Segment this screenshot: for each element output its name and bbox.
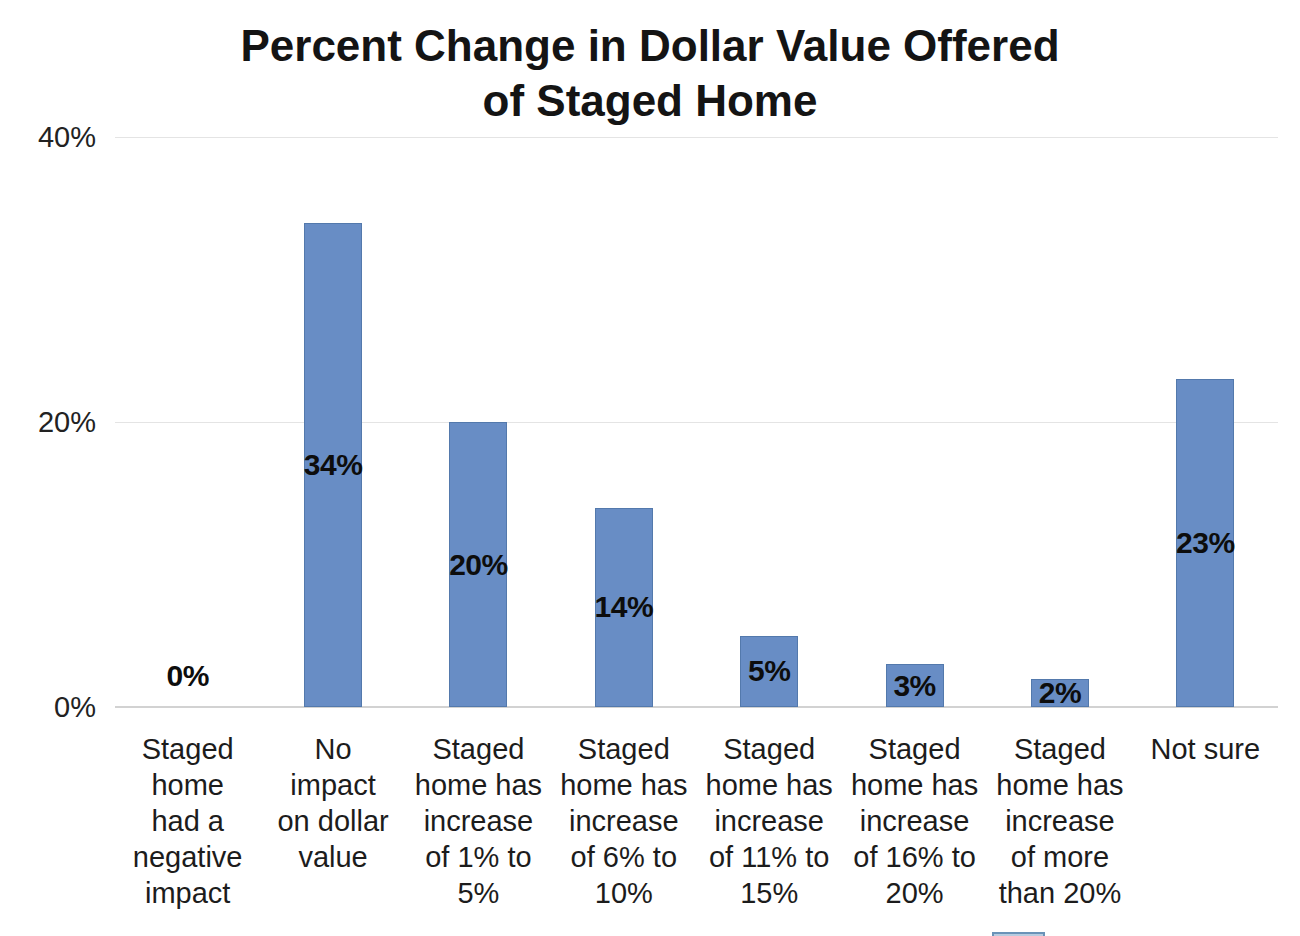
x-axis-label-line: home has: [415, 767, 542, 803]
chart-title-line2: of Staged Home: [0, 73, 1300, 128]
x-axis-category-label: Stagedhomehad anegativeimpact: [115, 731, 261, 911]
x-axis-label-line: had a: [151, 803, 224, 839]
x-axis-label-line: Not sure: [1151, 731, 1261, 767]
bar-value-label: 3%: [845, 669, 985, 703]
x-axis-label-line: home has: [560, 767, 687, 803]
x-axis-label-line: increase: [860, 803, 970, 839]
bar-value-label: 5%: [699, 654, 839, 688]
y-axis-tick-label: 0%: [0, 691, 96, 724]
chart-container: Percent Change in Dollar Value Offered o…: [0, 0, 1300, 936]
x-axis-category-label: Not sure: [1132, 731, 1278, 767]
legend-swatch-cutoff-icon: [992, 932, 1045, 936]
x-axis-label-line: No: [315, 731, 352, 767]
x-axis-label-line: than 20%: [999, 875, 1122, 911]
x-axis-category-label: Stagedhome hasincreaseof 1% to5%: [405, 731, 551, 911]
x-axis-label-line: home has: [996, 767, 1123, 803]
x-axis-label-line: Staged: [723, 731, 815, 767]
x-axis-label-line: of more: [1011, 839, 1109, 875]
x-axis-label-line: value: [298, 839, 367, 875]
x-axis-label-line: Staged: [432, 731, 524, 767]
bar-value-label: 14%: [554, 590, 694, 624]
x-axis-label-line: of 16% to: [853, 839, 976, 875]
x-axis-category-label: Stagedhome hasincreaseof 6% to10%: [551, 731, 697, 911]
x-axis-category-label: Stagedhome hasincreaseof morethan 20%: [987, 731, 1133, 911]
bar-value-label: 0%: [118, 659, 258, 693]
gridline: [115, 137, 1278, 138]
bar-value-label: 23%: [1135, 526, 1275, 560]
bar-value-label: 34%: [263, 448, 403, 482]
x-axis-label-line: home has: [706, 767, 833, 803]
y-axis-tick-label: 20%: [0, 406, 96, 439]
x-axis-label-line: 15%: [740, 875, 798, 911]
x-axis-label-line: negative: [133, 839, 243, 875]
x-axis-label-line: increase: [569, 803, 679, 839]
chart-title-line1: Percent Change in Dollar Value Offered: [0, 18, 1300, 73]
x-axis-label-line: 5%: [457, 875, 499, 911]
x-axis-label-line: increase: [714, 803, 824, 839]
x-axis-category-label: Noimpacton dollarvalue: [260, 731, 406, 875]
x-axis-label-line: impact: [145, 875, 230, 911]
x-axis-label-line: impact: [290, 767, 375, 803]
x-axis-label-line: of 11% to: [709, 839, 829, 875]
x-axis-label-line: home: [151, 767, 224, 803]
x-axis-label-line: Staged: [578, 731, 670, 767]
x-axis-label-line: 10%: [595, 875, 653, 911]
x-axis-label-line: increase: [424, 803, 534, 839]
x-axis-label-line: Staged: [1014, 731, 1106, 767]
bar-value-label: 20%: [408, 548, 548, 582]
y-axis-tick-label: 40%: [0, 121, 96, 154]
x-axis-category-label: Stagedhome hasincreaseof 11% to15%: [696, 731, 842, 911]
bar-value-label: 2%: [990, 676, 1130, 710]
x-axis-label-line: Staged: [142, 731, 234, 767]
x-axis-label-line: 20%: [886, 875, 944, 911]
x-axis-label-line: on dollar: [277, 803, 388, 839]
gridline: [115, 422, 1278, 423]
x-axis-label-line: of 6% to: [571, 839, 677, 875]
x-axis-label-line: increase: [1005, 803, 1115, 839]
x-axis-label-line: home has: [851, 767, 978, 803]
x-axis-label-line: of 1% to: [425, 839, 531, 875]
x-axis-label-line: Staged: [869, 731, 961, 767]
x-axis-category-label: Stagedhome hasincreaseof 16% to20%: [842, 731, 988, 911]
chart-title: Percent Change in Dollar Value Offered o…: [0, 18, 1300, 128]
